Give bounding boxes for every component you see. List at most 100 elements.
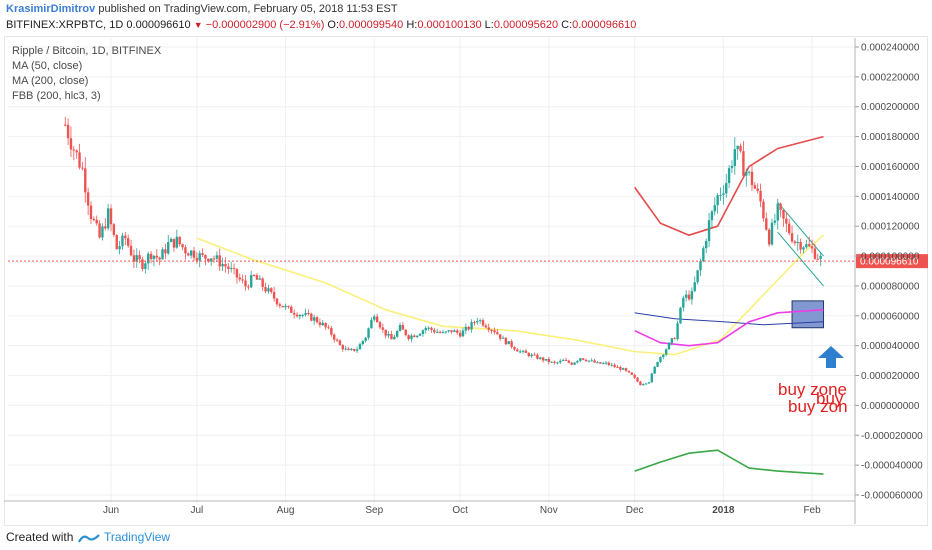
candle-body [212,258,216,260]
candle-body [498,334,502,339]
x-tick-label: Nov [540,505,558,516]
candle-body [782,209,785,219]
candle-body [707,220,711,242]
symbol-name: BITFINEX:XRPBTC, 1D [6,19,124,31]
legend-fbb[interactable]: FBB (200, hlc3, 3) [12,90,101,102]
candle-body [656,361,659,367]
candle-body [487,327,490,330]
candle-body [453,330,456,333]
candle-body [550,361,553,363]
candle-body [413,335,416,338]
candle-body [596,362,599,364]
candle-body [252,275,256,277]
candle-body [736,145,739,150]
candle-body [101,226,104,238]
candle-body [541,357,545,361]
candle-body [599,362,602,364]
candle-body [418,334,422,336]
candle-body [104,226,107,229]
candle-body [544,358,548,361]
candle-body [347,348,350,351]
y-tick-label: 0.000040000 [861,341,920,352]
candle-body [255,275,259,280]
candle-body [161,249,164,260]
candle-body [673,338,676,340]
close-label: C: [561,19,573,31]
candle-body [739,145,742,152]
y-tick-label: 0.000100000 [861,252,920,263]
candle-body [687,294,691,300]
candle-body [115,235,118,250]
candle-body [84,168,87,193]
candle-body [493,330,496,333]
annotation-buy-zon: buy zon [788,397,848,416]
candle-body [155,255,158,258]
y-tick-label: 0.000200000 [861,102,920,113]
candle-body [624,368,628,371]
candle-body [284,305,287,308]
candle-body [312,317,316,321]
candle-body [716,195,719,206]
candle-body [490,329,493,331]
candle-body [670,338,674,343]
author-link[interactable]: KrasimirDimitrov [6,3,96,15]
legend-title: Ripple / Bitcoin, 1D, BITFINEX [12,45,162,57]
tradingview-brand-link[interactable]: TradingView [104,530,171,544]
candle-body [802,247,805,250]
candle-body [344,348,347,350]
y-tick-label: 0.000020000 [861,371,920,382]
candle-body [247,286,250,288]
candle-body [719,194,722,196]
candle-body [106,208,110,229]
candle-body [601,363,605,365]
legend-ma200[interactable]: MA (200, close) [12,75,89,87]
candle-body [593,360,596,363]
close-value: 0.000096610 [572,19,637,31]
high-label: H: [406,19,418,31]
candles [64,116,822,386]
symbol-bar: BITFINEX:XRPBTC, 1D 0.000096610 ▼ −0.000… [6,18,636,32]
candle-body [124,235,127,239]
open-value: 0.000099540 [339,19,404,31]
candle-body [209,258,213,262]
y-tick-label: 0.000160000 [861,162,920,173]
candle-body [378,322,382,328]
last-price-badge [856,254,928,269]
candle-body [290,306,293,313]
legend-ma50[interactable]: MA (50, close) [12,60,83,72]
candle-body [86,192,90,206]
candle-body [567,360,571,363]
candle-body [375,316,379,323]
candle-body [364,337,367,341]
candle-body [513,346,516,350]
candle-body [281,305,284,308]
candle-body [287,305,290,307]
candle-body [272,291,276,299]
candle-body [318,322,322,326]
candle-body [178,236,181,245]
candle-body [410,335,413,340]
candle-body [556,362,559,364]
candle-body [244,280,247,287]
y-tick-label: 0.000220000 [861,72,920,83]
candle-body [584,359,588,362]
candle-body [227,266,230,269]
chart-legend: Ripple / Bitcoin, 1D, BITFINEX MA (50, c… [12,44,161,104]
candle-body [790,233,794,242]
candle-body [527,352,530,357]
candle-body [235,268,239,278]
candle-body [561,359,565,361]
change-value: −0.000002900 (−2.91%) [205,19,325,31]
candle-body [481,320,485,326]
candle-body [710,211,714,221]
candle-body [384,329,387,336]
candle-body [476,321,479,323]
candle-body [610,364,613,366]
candle-body [622,368,625,370]
candle-body [112,224,116,236]
candle-body [819,255,822,259]
y-tick-label: 0.000060000 [861,311,920,322]
indicator-lines [196,135,825,475]
